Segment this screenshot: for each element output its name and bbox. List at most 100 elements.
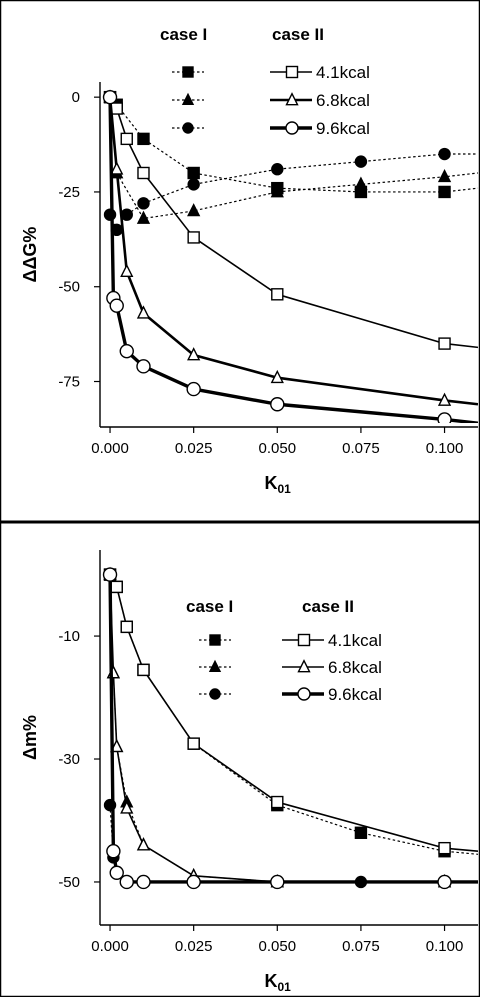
data-point bbox=[137, 166, 150, 180]
data-point bbox=[137, 132, 150, 146]
legend-swatch-marker bbox=[285, 65, 299, 79]
data-point bbox=[271, 795, 284, 809]
legend-header-case-i: case I bbox=[160, 25, 207, 44]
data-point bbox=[438, 337, 451, 350]
data-point bbox=[136, 837, 151, 851]
data-point bbox=[354, 155, 368, 168]
legend: case I case II 4.1kcal 6.8kcal 9.6kcal bbox=[186, 597, 382, 704]
legend-swatch-marker bbox=[209, 688, 221, 700]
data-point bbox=[438, 185, 451, 199]
data-point bbox=[354, 826, 368, 839]
y-tick-label: -50 bbox=[58, 279, 80, 296]
x-tick-label: 0.075 bbox=[342, 938, 380, 955]
data-point bbox=[102, 89, 118, 105]
data-point bbox=[120, 132, 133, 146]
data-point bbox=[437, 168, 452, 183]
legend-label-6.8kcal: 6.8kcal bbox=[316, 91, 370, 110]
legend-label-6.8kcal: 6.8kcal bbox=[328, 658, 382, 677]
data-point bbox=[437, 412, 452, 423]
legend-header-case-ii: case II bbox=[272, 25, 324, 44]
chart-panel-delta-delta-g: 0.000 0.025 0.050 0.075 0.100 0 -25 -50 -75 K01 ΔΔ… bbox=[20, 25, 478, 496]
data-point bbox=[103, 208, 117, 221]
data-point bbox=[110, 580, 123, 594]
x-tick-label: 0.025 bbox=[175, 440, 213, 457]
data-point bbox=[270, 369, 284, 384]
data-point bbox=[110, 102, 123, 115]
data-point bbox=[110, 161, 124, 175]
data-point bbox=[110, 738, 124, 753]
data-point bbox=[437, 874, 452, 890]
data-point bbox=[120, 620, 133, 634]
data-point bbox=[136, 305, 151, 319]
legend-swatch-marker bbox=[209, 634, 221, 646]
series-case-ii-4.1kcal bbox=[103, 90, 478, 350]
legend-swatch-marker bbox=[297, 687, 311, 701]
legend-swatch-marker bbox=[181, 92, 195, 105]
data-point bbox=[119, 874, 134, 890]
data-point bbox=[136, 874, 151, 890]
legend-label-4.1kcal: 4.1kcal bbox=[328, 631, 382, 650]
y-tick-label: -75 bbox=[58, 374, 80, 391]
legend-swatch-marker bbox=[182, 122, 194, 134]
data-point bbox=[136, 359, 151, 374]
x-tick-label: 0.100 bbox=[426, 440, 464, 457]
data-point bbox=[109, 298, 124, 313]
data-point bbox=[119, 343, 134, 359]
data-point bbox=[120, 263, 134, 277]
data-point bbox=[186, 381, 201, 397]
y-tick-label: -10 bbox=[58, 628, 80, 645]
data-point bbox=[187, 203, 201, 217]
data-point bbox=[136, 210, 151, 224]
data-point bbox=[102, 567, 118, 582]
data-point bbox=[187, 231, 200, 244]
x-axis-label: K01 bbox=[264, 473, 291, 496]
data-point bbox=[270, 184, 284, 198]
data-point bbox=[187, 166, 200, 180]
legend-swatch-marker bbox=[297, 659, 311, 673]
y-axis-label: Δm% bbox=[20, 715, 40, 760]
series-line bbox=[108, 97, 478, 406]
y-tick-label: -25 bbox=[58, 184, 80, 201]
x-tick-label: 0.025 bbox=[175, 938, 213, 955]
series-line bbox=[109, 574, 478, 853]
data-point bbox=[187, 737, 200, 750]
x-tick-label: 0.000 bbox=[91, 938, 129, 955]
legend-swatch-marker bbox=[285, 121, 299, 135]
y-tick-label: -30 bbox=[58, 751, 80, 768]
data-point bbox=[270, 397, 285, 412]
data-point bbox=[187, 178, 200, 191]
data-point bbox=[354, 176, 368, 190]
legend-swatch-marker bbox=[297, 633, 311, 647]
data-point bbox=[109, 865, 124, 880]
data-point bbox=[187, 347, 201, 361]
legend-swatch-marker bbox=[285, 92, 299, 106]
legend-label-4.1kcal: 4.1kcal bbox=[316, 63, 370, 82]
data-point bbox=[437, 392, 452, 406]
y-tick-label: 0 bbox=[72, 89, 80, 106]
data-point bbox=[186, 874, 201, 890]
y-tick-label: -50 bbox=[58, 874, 80, 891]
data-point bbox=[106, 844, 121, 859]
data-point bbox=[137, 197, 150, 210]
x-tick-label: 0.000 bbox=[91, 440, 129, 457]
data-point bbox=[438, 841, 451, 855]
y-axis-label: ΔΔG% bbox=[20, 227, 40, 283]
x-axis-label: K01 bbox=[264, 971, 291, 994]
legend-header-case-i: case I bbox=[186, 597, 233, 616]
data-point bbox=[271, 162, 284, 176]
data-point bbox=[120, 208, 133, 221]
data-point bbox=[120, 800, 134, 814]
x-tick-label: 0.050 bbox=[259, 938, 297, 955]
legend-header-case-ii: case II bbox=[302, 597, 354, 616]
x-tick-label: 0.075 bbox=[342, 440, 380, 457]
x-tick-label: 0.050 bbox=[259, 440, 297, 457]
series-case-ii-9.6kcal bbox=[102, 567, 478, 890]
legend-swatch-marker bbox=[182, 66, 194, 78]
legend: case I case II 4.1kcal 6.8kcal 9.6kcal bbox=[160, 25, 370, 138]
data-point bbox=[271, 288, 284, 301]
chart-panel-delta-m: 0.000 0.025 0.050 0.075 0.100 -10 -30 -50 K01 Δm%… bbox=[20, 550, 478, 994]
series-case-ii-4.1kcal bbox=[103, 568, 478, 855]
data-point bbox=[438, 147, 451, 161]
